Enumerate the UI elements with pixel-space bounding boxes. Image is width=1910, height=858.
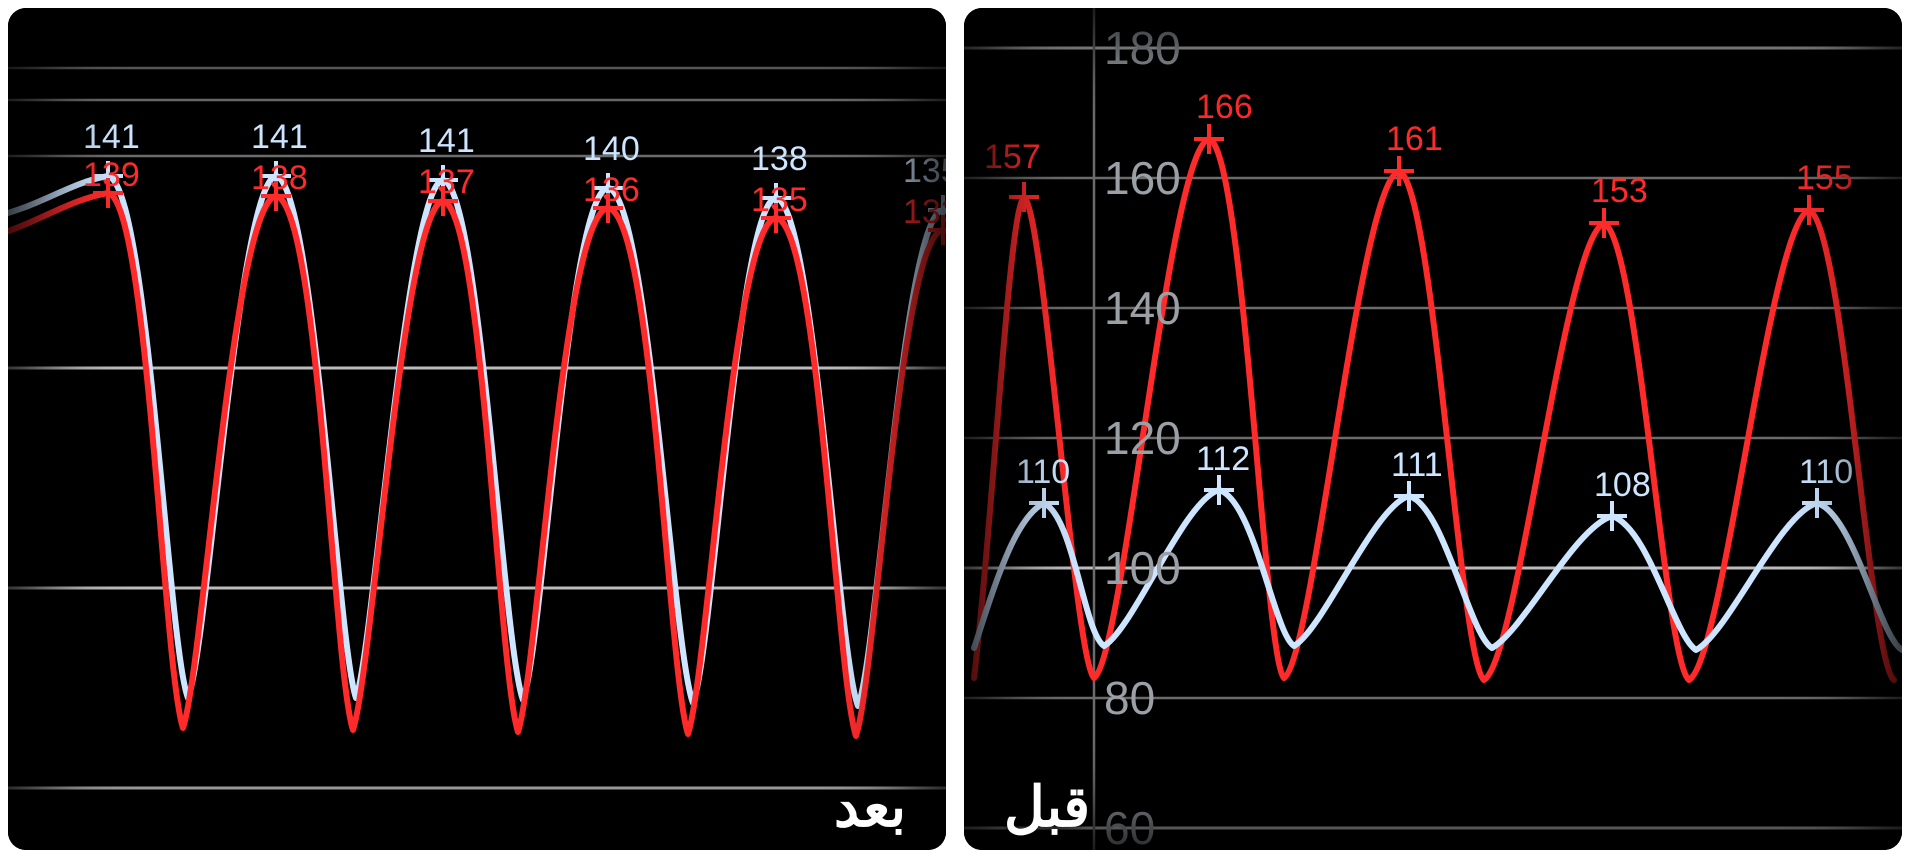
red-peak-b4: 153 xyxy=(1591,172,1648,210)
chart-bg xyxy=(8,8,946,850)
ytick-140: 140 xyxy=(1104,282,1181,334)
red-peak-3: 137 xyxy=(418,163,475,201)
blue-peak-b2: 112 xyxy=(1196,440,1250,478)
chart-before-svg: 180 160 140 120 100 80 60 157 166 161 15… xyxy=(964,8,1902,850)
blue-peak-b4: 108 xyxy=(1594,466,1651,504)
ytick-120: 120 xyxy=(1104,412,1181,464)
blue-peak-2: 141 xyxy=(251,118,308,156)
blue-peak-5: 138 xyxy=(751,140,808,178)
red-peak-6: 133 xyxy=(903,193,946,231)
panel-after: 141 139 141 138 141 137 140 136 xyxy=(8,8,946,850)
ytick-100: 100 xyxy=(1104,542,1181,594)
blue-peak-3: 141 xyxy=(418,122,475,160)
blue-peak-4: 140 xyxy=(583,130,640,168)
blue-peak-1: 141 xyxy=(83,118,140,156)
red-peak-2: 138 xyxy=(251,159,308,197)
chart-after-svg: 141 139 141 138 141 137 140 136 xyxy=(8,8,946,850)
red-peak-b2: 166 xyxy=(1196,88,1253,126)
blue-peak-b3: 111 xyxy=(1391,446,1443,484)
panel-label-before: قبل xyxy=(1004,774,1090,840)
blue-peak-b1: 110 xyxy=(1016,453,1070,491)
red-peak-b3: 161 xyxy=(1386,120,1443,158)
red-peak-b5: 155 xyxy=(1796,159,1853,197)
red-peak-1: 139 xyxy=(83,156,140,194)
ytick-80: 80 xyxy=(1104,672,1155,724)
chart-container: 141 139 141 138 141 137 140 136 xyxy=(0,0,1910,858)
red-peak-5: 135 xyxy=(751,181,808,219)
red-peak-b1: 157 xyxy=(984,138,1041,176)
red-peak-4: 136 xyxy=(583,171,640,209)
ytick-60: 60 xyxy=(1104,802,1155,850)
ytick-160: 160 xyxy=(1104,152,1181,204)
ytick-180: 180 xyxy=(1104,22,1181,74)
panel-before: 180 160 140 120 100 80 60 157 166 161 15… xyxy=(964,8,1902,850)
blue-peak-b5: 110 xyxy=(1799,453,1853,491)
panel-label-after: بعد xyxy=(834,774,906,840)
blue-peak-6: 135 xyxy=(903,152,946,190)
